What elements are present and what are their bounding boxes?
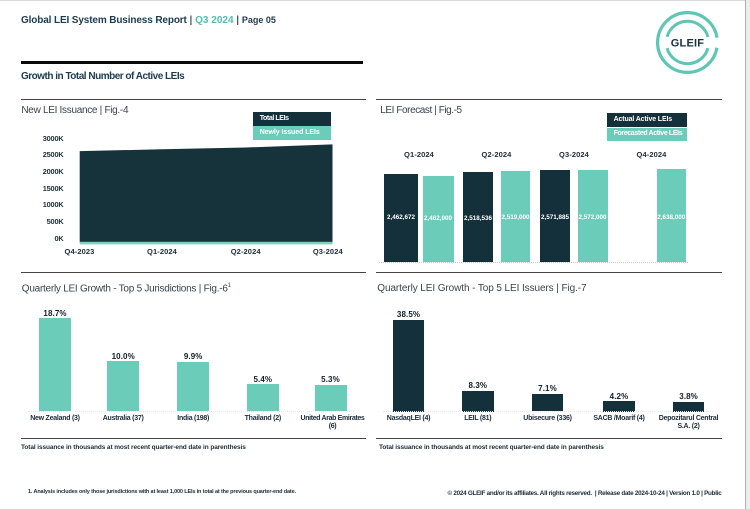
svg-text:GLEIF: GLEIF — [671, 37, 704, 49]
